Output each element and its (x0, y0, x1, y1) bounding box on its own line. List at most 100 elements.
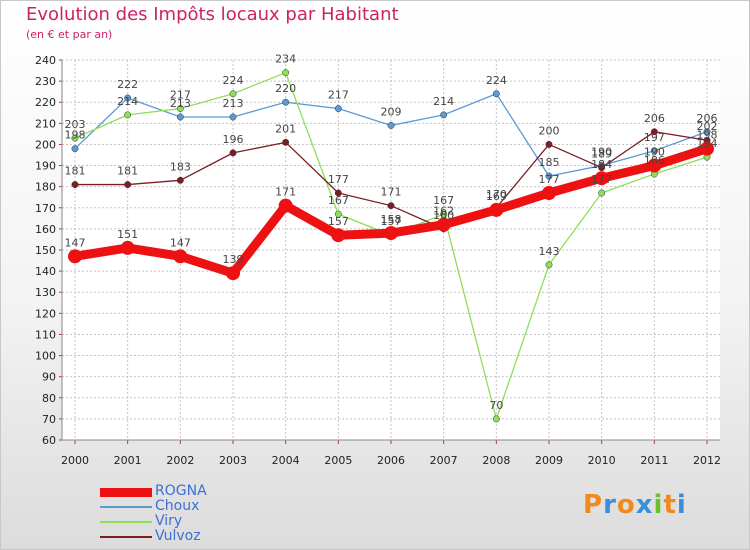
data-point-viry (545, 261, 553, 269)
y-tick-label: 200 (35, 138, 56, 151)
y-tick-label: 170 (35, 202, 56, 215)
data-point-viry (440, 210, 448, 218)
x-tick-label: 2012 (693, 454, 721, 467)
data-point-choux (334, 105, 342, 113)
data-label-vulvoz: 196 (223, 133, 244, 146)
data-label-viry: 167 (328, 194, 349, 207)
data-point-vulvoz (387, 202, 395, 210)
y-tick-label: 210 (35, 117, 56, 130)
x-tick-label: 2006 (377, 454, 405, 467)
y-tick-label: 230 (35, 75, 56, 88)
data-label-viry: 217 (170, 89, 191, 102)
data-point-choux (387, 121, 395, 129)
x-tick-label: 2008 (482, 454, 510, 467)
data-point-rogna (542, 186, 556, 200)
data-point-rogna (173, 249, 188, 264)
logo-letter: x (635, 490, 654, 520)
data-label-rogna: 177 (539, 173, 560, 186)
data-label-vulvoz: 181 (65, 165, 86, 178)
data-point-rogna (436, 217, 451, 232)
legend-label: Viry (155, 513, 183, 529)
x-tick-label: 2009 (535, 454, 563, 467)
logo-letter: r (603, 490, 617, 520)
x-tick-label: 2005 (324, 454, 352, 467)
data-point-rogna (647, 158, 662, 173)
data-point-rogna (278, 198, 293, 213)
data-point-vulvoz (229, 149, 237, 157)
data-label-rogna: 184 (591, 158, 612, 171)
data-label-rogna: 169 (486, 190, 507, 203)
data-label-vulvoz: 177 (328, 173, 349, 186)
y-tick-label: 70 (42, 413, 56, 426)
data-point-viry (282, 69, 290, 77)
legend-swatch (100, 506, 152, 508)
data-label-rogna: 198 (697, 129, 718, 142)
logo-letter: t (663, 490, 677, 520)
data-label-viry: 203 (65, 118, 86, 131)
y-tick-label: 130 (35, 286, 56, 299)
data-point-choux (703, 128, 711, 136)
data-label-choux: 213 (223, 97, 244, 110)
data-point-viry (598, 189, 606, 197)
data-label-viry: 70 (489, 399, 503, 412)
data-label-choux: 190 (591, 146, 612, 159)
x-tick-label: 2010 (588, 454, 616, 467)
legend-swatch (100, 521, 152, 523)
data-label-vulvoz: 181 (117, 165, 138, 178)
x-tick-label: 2004 (272, 454, 300, 467)
data-label-viry: 214 (117, 95, 138, 108)
legend-swatch (100, 536, 152, 538)
data-label-choux: 197 (644, 131, 665, 144)
data-point-viry (176, 105, 184, 113)
logo-letter: i (653, 490, 664, 520)
legend-swatch (100, 488, 152, 497)
legend-item-rogna: ROGNA (100, 483, 360, 499)
data-point-vulvoz (282, 138, 290, 146)
data-point-choux (440, 111, 448, 119)
data-point-choux (124, 94, 132, 102)
data-point-choux (650, 147, 658, 155)
data-label-choux: 214 (433, 95, 454, 108)
data-point-viry (492, 415, 500, 423)
data-label-choux: 198 (65, 129, 86, 142)
x-tick-label: 2001 (114, 454, 142, 467)
data-label-vulvoz: 170 (486, 188, 507, 201)
y-tick-label: 120 (35, 307, 56, 320)
x-tick-label: 2000 (61, 454, 89, 467)
data-label-rogna: 158 (381, 213, 402, 226)
data-point-rogna (594, 171, 609, 186)
data-label-rogna: 147 (170, 236, 191, 249)
proxiti-logo: Proxiti (583, 490, 687, 520)
data-point-choux (176, 113, 184, 121)
data-point-rogna (68, 249, 82, 264)
x-tick-label: 2007 (430, 454, 458, 467)
data-point-viry (124, 111, 132, 119)
legend-item-choux: Choux (100, 498, 360, 514)
y-tick-label: 60 (42, 434, 56, 447)
data-label-vulvoz: 201 (275, 122, 296, 135)
x-tick-label: 2011 (640, 454, 668, 467)
data-label-vulvoz: 183 (170, 160, 191, 173)
logo-letter: o (616, 490, 636, 520)
data-label-rogna: 190 (644, 146, 665, 159)
data-label-viry: 186 (644, 154, 665, 167)
data-label-viry: 143 (539, 245, 560, 258)
data-point-vulvoz (334, 189, 342, 197)
y-tick-label: 140 (35, 265, 56, 278)
data-label-viry: 157 (381, 215, 402, 228)
data-point-vulvoz (598, 164, 606, 172)
data-label-choux: 185 (539, 156, 560, 169)
y-tick-label: 90 (42, 371, 56, 384)
data-point-choux (282, 98, 290, 106)
logo-letter: i (676, 490, 687, 520)
data-label-choux: 224 (486, 74, 507, 87)
data-point-choux (545, 172, 553, 180)
data-label-viry: 167 (433, 194, 454, 207)
data-label-viry: 224 (223, 74, 244, 87)
y-tick-label: 190 (35, 160, 56, 173)
y-tick-label: 80 (42, 392, 56, 405)
data-label-rogna: 162 (433, 205, 454, 218)
data-label-choux: 217 (328, 89, 349, 102)
data-point-rogna (331, 228, 346, 243)
